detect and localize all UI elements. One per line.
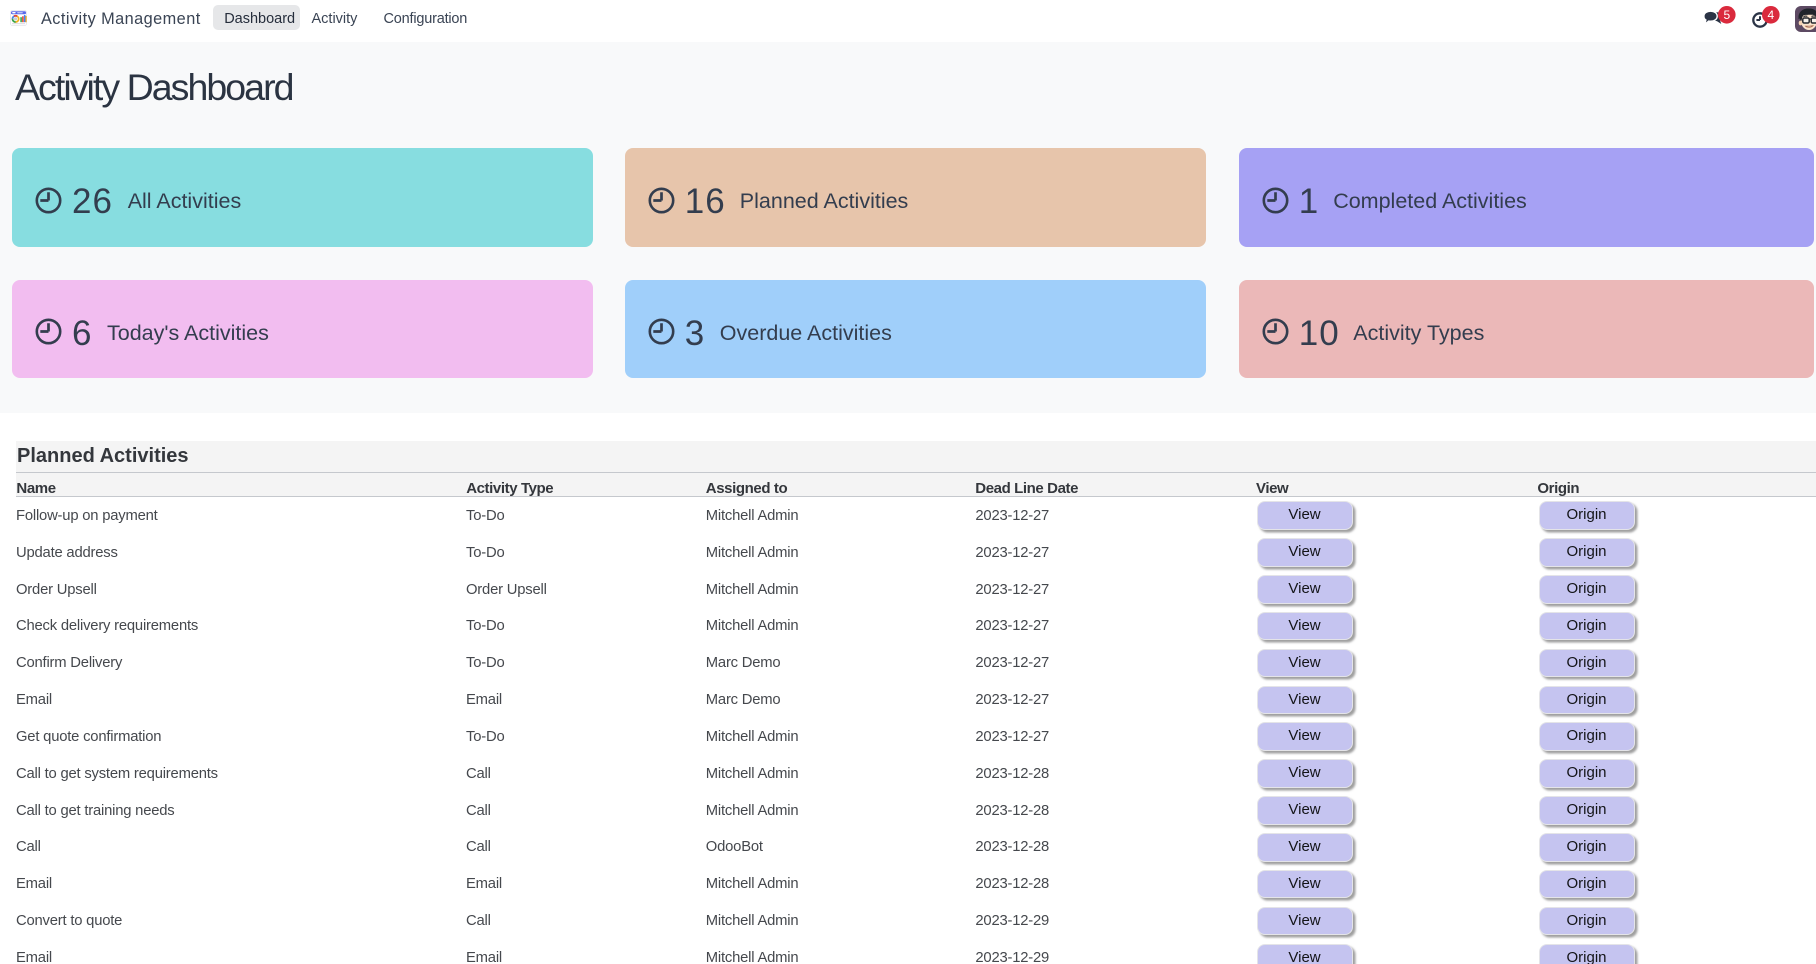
- svg-text:4: 4: [1767, 8, 1774, 22]
- svg-text:5: 5: [1723, 8, 1730, 22]
